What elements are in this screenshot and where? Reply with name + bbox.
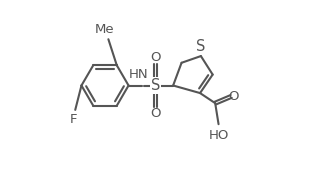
Text: HN: HN (129, 68, 149, 81)
Text: Me: Me (95, 23, 115, 36)
Text: HO: HO (208, 129, 229, 142)
Text: S: S (151, 78, 160, 93)
Text: F: F (70, 114, 78, 127)
Text: O: O (150, 107, 161, 120)
Text: O: O (150, 51, 161, 64)
Text: O: O (228, 90, 239, 103)
Text: S: S (196, 39, 206, 54)
